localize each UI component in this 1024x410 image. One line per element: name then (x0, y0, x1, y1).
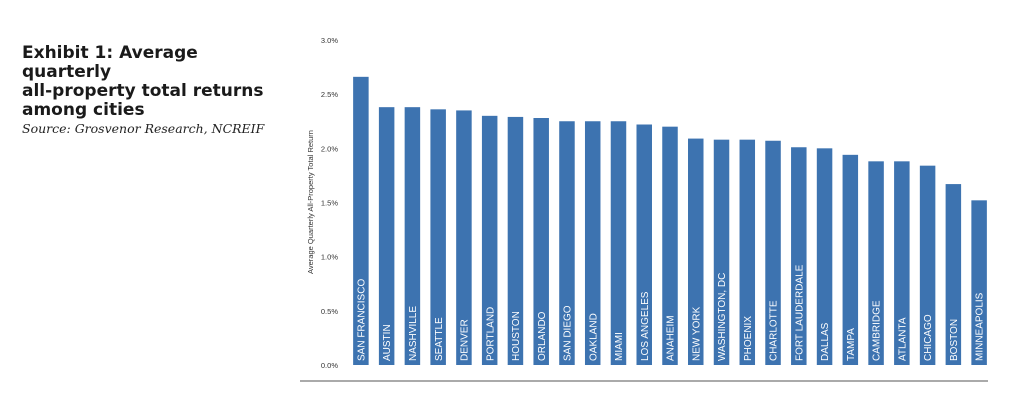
bar (507, 116, 524, 365)
bar (610, 121, 627, 365)
bar (378, 107, 395, 366)
category-label: PORTLAND (485, 307, 496, 361)
bar (353, 76, 369, 365)
y-tick-label: 1.0% (321, 253, 338, 262)
y-tick-label: 1.5% (321, 199, 338, 208)
category-label: SAN FRANCISCO (356, 279, 367, 361)
category-label: MINNEAPOLIS (975, 292, 986, 361)
bar (919, 165, 936, 365)
category-label: ATLANTA (897, 317, 908, 361)
y-tick-label: 3.0% (321, 36, 338, 45)
bar (765, 140, 781, 365)
category-label: DALLAS (820, 322, 831, 361)
y-tick-label: 2.5% (321, 90, 338, 99)
chart-title-line: Exhibit 1: Average quarterly (22, 43, 198, 82)
category-label: SAN DIEGO (563, 305, 574, 361)
bar (481, 115, 498, 365)
bar (713, 139, 730, 365)
y-tick-label: 0.5% (321, 307, 338, 316)
category-label: ANAHEIM (666, 315, 677, 361)
category-label: CHARLOTTE (769, 300, 780, 361)
bar (816, 148, 833, 365)
bar (842, 154, 859, 365)
bar (868, 161, 884, 365)
category-label: SEATTLE (434, 317, 445, 361)
chart-title-line: among cities (22, 100, 145, 120)
bar (791, 147, 807, 365)
category-label: OAKLAND (588, 313, 599, 361)
chart-source: Source: Grosvenor Research, NCREIF (22, 121, 265, 136)
category-label: ORLANDO (537, 311, 548, 361)
bar (430, 109, 446, 365)
bar (688, 138, 704, 365)
chart-title: Exhibit 1: Average quarterly all-propert… (22, 44, 282, 120)
bar (945, 184, 962, 365)
category-label: DENVER (460, 319, 471, 361)
y-axis-ticks: 0.0% 0.5% 1.0% 1.5% 2.0% 2.5% 3.0% (321, 36, 338, 370)
bar (533, 118, 549, 365)
category-label: CAMBRIDGE (872, 300, 883, 361)
category-label: TAMPA (846, 328, 857, 361)
bar (404, 107, 421, 366)
chart-caption: Exhibit 1: Average quarterly all-propert… (22, 44, 282, 137)
category-label: FORT LAUDERDALE (794, 264, 805, 361)
x-axis-labels: SAN FRANCISCO AUSTIN NASHVILLE SEATTLE DENVE… (356, 264, 985, 361)
y-tick-label: 0.0% (321, 361, 338, 370)
chart-title-line: all-property total returns (22, 81, 264, 101)
category-label: PHOENIX (743, 316, 754, 361)
category-label: AUSTIN (382, 324, 393, 361)
bar (662, 126, 678, 365)
category-label: NASHVILLE (408, 306, 419, 361)
bar (636, 124, 652, 365)
category-label: WASHINGTON, DC (717, 273, 728, 361)
bar (739, 139, 756, 365)
category-label: BOSTON (949, 319, 960, 361)
y-tick-label: 2.0% (321, 144, 338, 153)
category-label: MIAMI (614, 332, 625, 361)
y-axis-label: Average Quarterly All-Property Total Ret… (306, 130, 315, 274)
category-label: CHICAGO (923, 314, 934, 361)
bar (971, 200, 987, 365)
bar (894, 161, 910, 365)
category-label: HOUSTON (511, 311, 522, 361)
category-label: LOS ANGELES (640, 291, 651, 361)
category-label: NEW YORK (691, 306, 702, 361)
bar-series (353, 76, 987, 366)
bar (584, 121, 601, 365)
bar (559, 121, 575, 365)
bar (456, 110, 472, 365)
